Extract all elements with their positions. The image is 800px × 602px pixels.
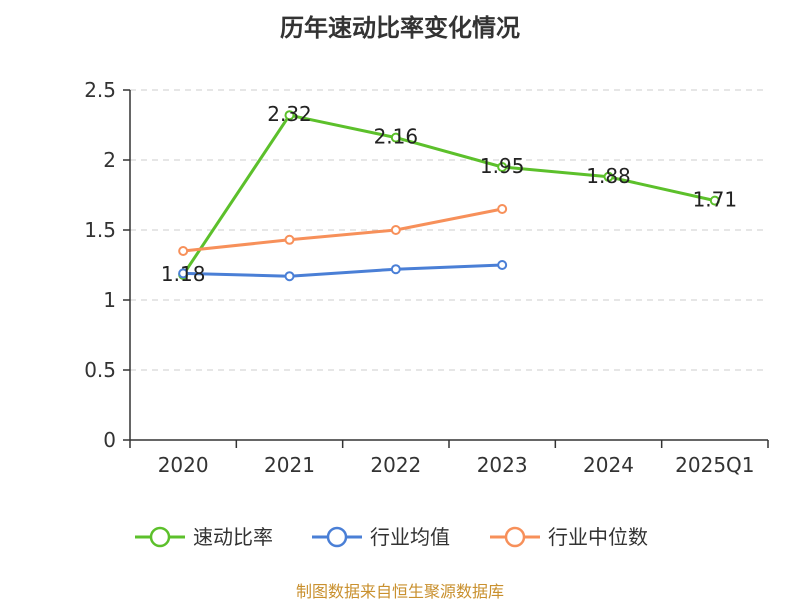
data-point-industry_median[interactable]	[390, 225, 401, 235]
data-label: 2.16	[374, 125, 419, 149]
legend-marker	[504, 526, 526, 548]
source-footer: 制图数据来自恒生聚源数据库	[295, 582, 504, 601]
x-tick-label: 2024	[583, 453, 634, 477]
legend-item-industry_avg[interactable]: 行业均值	[312, 525, 450, 549]
data-point-industry_avg[interactable]	[497, 260, 508, 270]
legend-marker	[149, 526, 171, 548]
y-tick-label: 1	[103, 288, 116, 312]
data-point-industry_avg[interactable]	[390, 264, 401, 275]
y-tick-label: 2.5	[84, 78, 116, 102]
data-point-quick_ratio[interactable]	[603, 171, 614, 182]
axis-layer: 0 0.5 1 1.5 2 2.5 2020 2021 2022 2023 2024 2025Q1	[84, 78, 769, 477]
y-tick-label: 0.5	[84, 358, 116, 382]
legend-label: 行业均值	[370, 525, 450, 549]
y-tick-label: 0	[103, 428, 116, 452]
series-layer	[178, 110, 720, 282]
legend-item-quick_ratio[interactable]: 速动比率	[135, 525, 273, 549]
data-point-industry_median[interactable]	[178, 246, 189, 256]
data-point-quick_ratio[interactable]	[390, 132, 401, 143]
data-label: 1.88	[586, 164, 631, 188]
y-tick-label: 1.5	[84, 218, 116, 242]
legend-marker	[326, 526, 348, 548]
data-point-quick_ratio[interactable]	[497, 162, 508, 172]
data-label: 1.18	[161, 262, 206, 286]
data-point-industry_median[interactable]	[497, 204, 508, 214]
series-line-industry_median	[183, 207, 503, 253]
legend-label: 行业中位数	[548, 525, 648, 549]
y-tick-label: 2	[103, 148, 116, 172]
data-point-industry_avg[interactable]	[178, 268, 189, 279]
data-label-layer: 1.18 2.32 2.16 1.95 1.88 1.71	[161, 102, 737, 286]
data-label: 1.71	[693, 188, 738, 212]
x-tick-label: 2023	[477, 453, 528, 477]
legend-label: 速动比率	[193, 525, 273, 549]
series-line-quick_ratio	[181, 113, 716, 276]
chart-title: 历年速动比率变化情况	[280, 14, 520, 42]
data-point-industry_median[interactable]	[284, 234, 295, 245]
data-point-quick_ratio[interactable]	[284, 110, 295, 121]
legend-item-industry_median[interactable]: 行业中位数	[490, 525, 648, 549]
legend[interactable]: 速动比率 行业均值 行业中位数	[135, 525, 648, 549]
series-line-industry_avg	[183, 263, 503, 278]
x-tick-label: 2021	[264, 453, 315, 477]
data-label: 1.95	[480, 154, 525, 178]
data-label: 2.32	[267, 102, 312, 126]
x-tick-label: 2022	[370, 453, 421, 477]
x-tick-label: 2020	[158, 453, 209, 477]
x-tick-label: 2025Q1	[675, 453, 754, 477]
data-point-quick_ratio[interactable]	[709, 195, 720, 206]
grid-layer	[130, 89, 768, 371]
data-point-industry_avg[interactable]	[284, 271, 295, 282]
